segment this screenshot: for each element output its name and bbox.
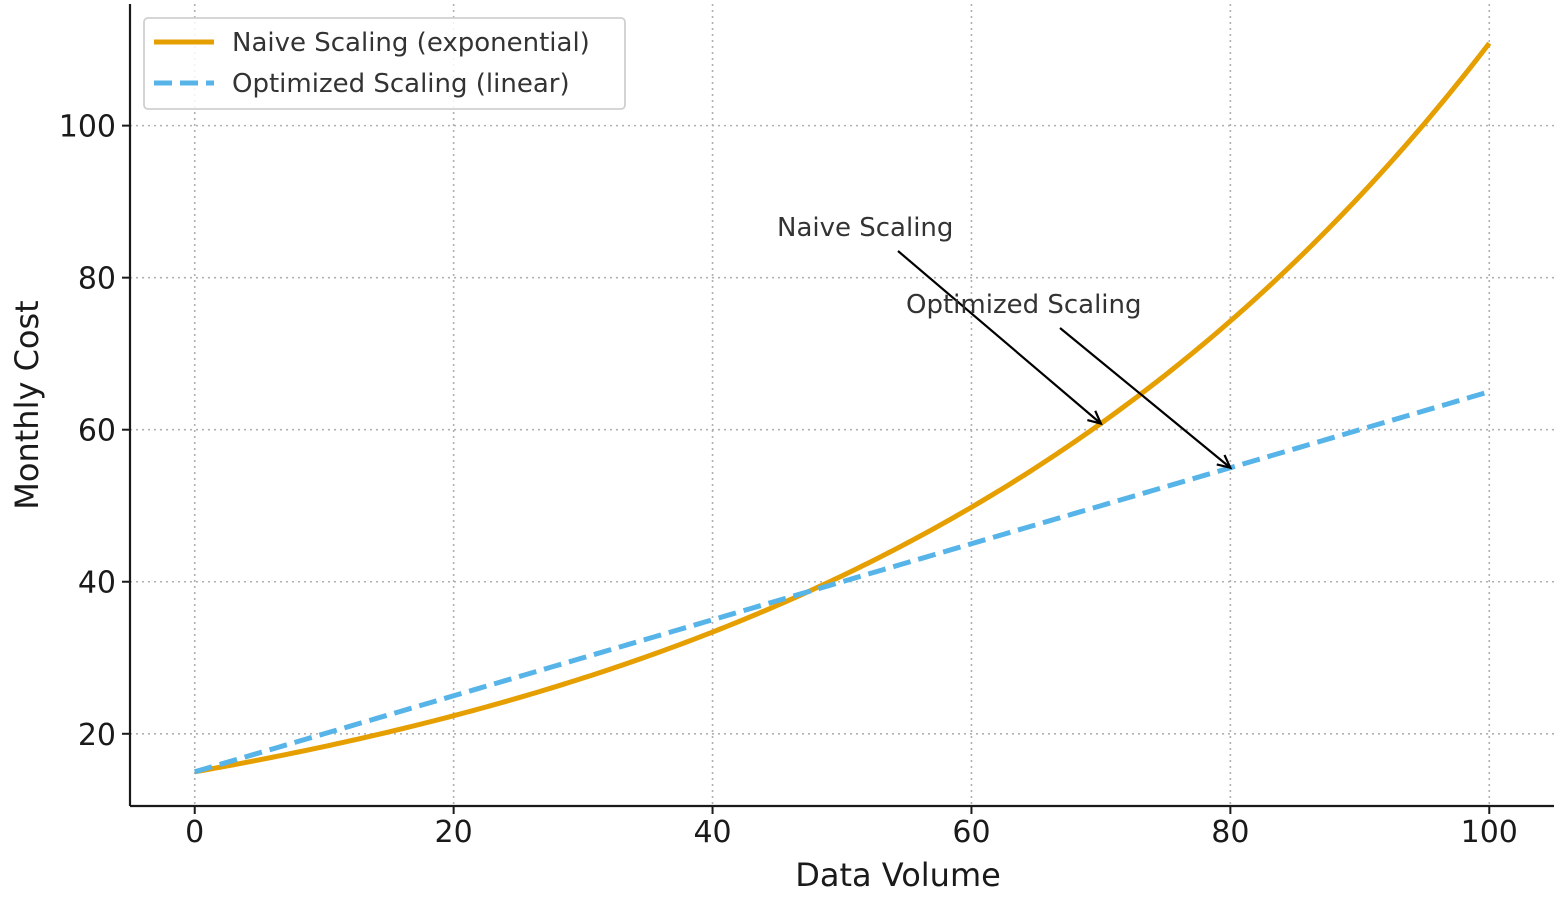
y-tick-label: 80	[78, 262, 116, 297]
y-axis-label: Monthly Cost	[8, 300, 46, 509]
annotation-arrow	[897, 250, 1102, 425]
series-line-optimized-scaling	[194, 389, 1490, 775]
x-tick-label: 40	[693, 815, 731, 850]
annotation-label: Optimized Scaling	[906, 290, 1142, 320]
annotation-arrowhead	[1087, 410, 1103, 426]
annotation-label: Naive Scaling	[777, 213, 953, 243]
x-axis-label: Data Volume	[795, 856, 1001, 894]
x-tick-label: 20	[435, 815, 473, 850]
axes: 0 20 40 60 80 100 20 40 60 80 100 Data Volume Monthl…	[8, 4, 1554, 894]
annotation-arrow	[1059, 327, 1232, 469]
series-line-naive-scaling	[194, 41, 1492, 775]
legend-label: Optimized Scaling (linear)	[232, 69, 570, 99]
x-tick-label: 0	[185, 815, 204, 850]
annotation-arrowhead	[1216, 454, 1233, 470]
legend: Naive Scaling (exponential) Optimized Sca…	[143, 17, 626, 110]
grid	[130, 4, 1554, 806]
x-tick-label: 60	[952, 815, 990, 850]
y-tick-label: 60	[78, 414, 116, 449]
annotations: Naive Scaling Optimized Scaling	[777, 213, 1233, 470]
series-layer	[194, 41, 1492, 775]
legend-label: Naive Scaling (exponential)	[232, 28, 590, 58]
x-tick-label: 80	[1211, 815, 1249, 850]
legend-box	[143, 17, 626, 110]
y-tick-label: 100	[59, 110, 116, 145]
y-tick-label: 20	[78, 718, 116, 753]
y-tick-label: 40	[78, 566, 116, 601]
x-tick-label: 100	[1461, 815, 1518, 850]
